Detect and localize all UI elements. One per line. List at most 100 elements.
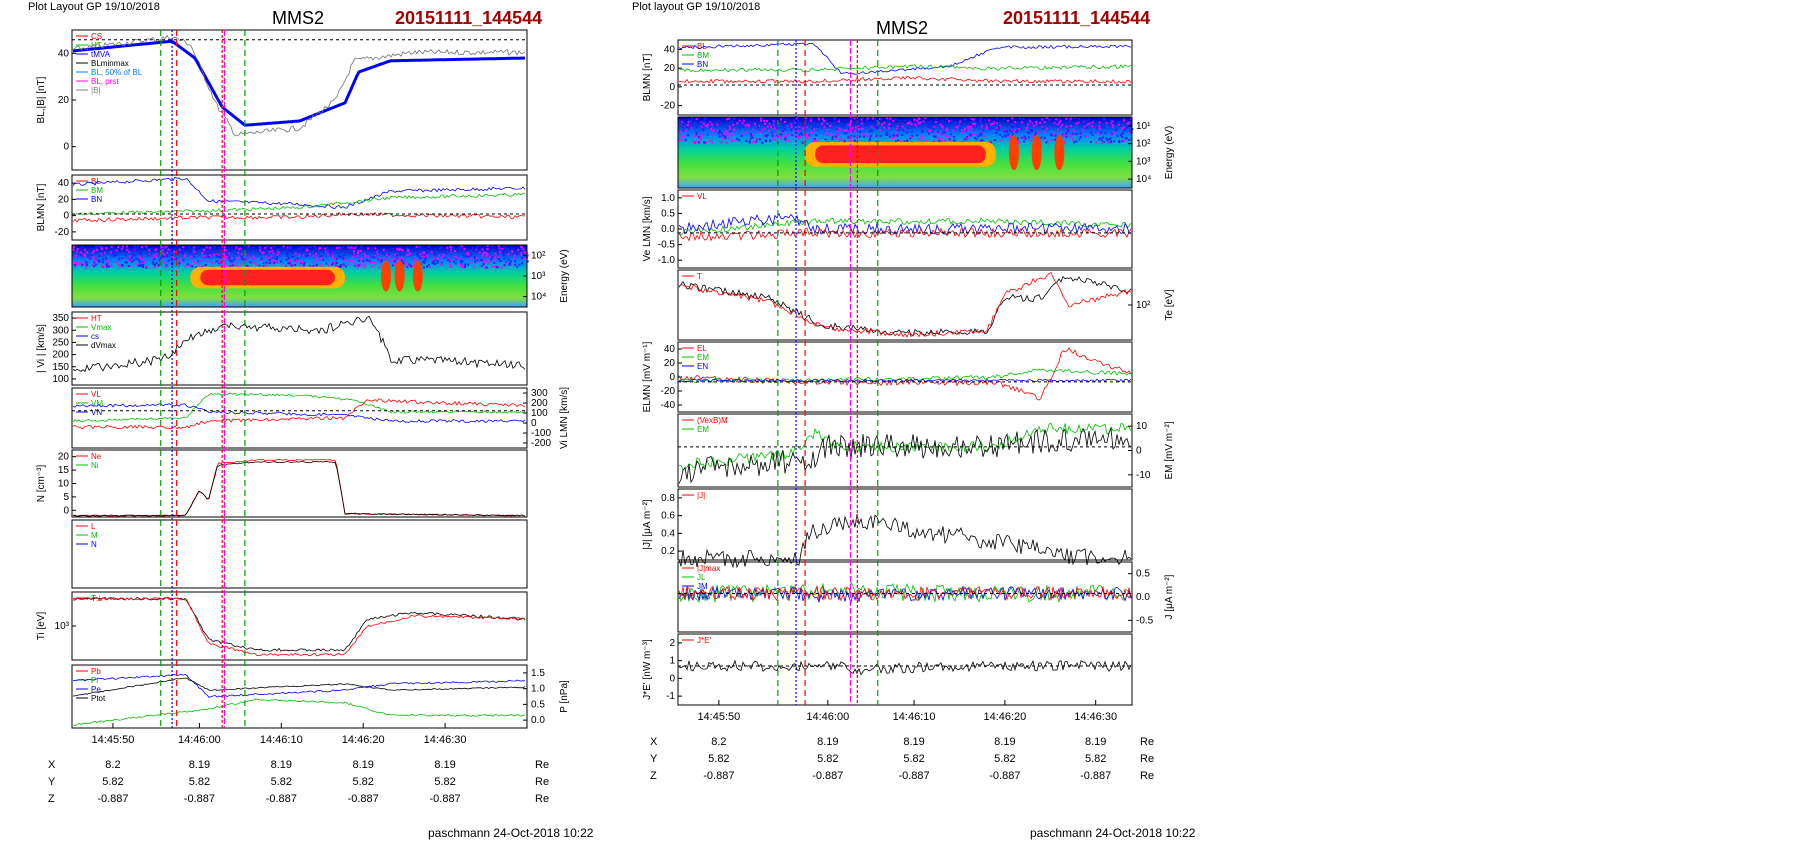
spectrogram-pixel (453, 260, 456, 263)
spectrogram-pixel (139, 265, 142, 268)
spectrogram-pixel (103, 264, 106, 267)
spectrogram-pixel (721, 136, 724, 139)
spectrogram-pixel (748, 140, 751, 143)
spectrogram-pixel (776, 126, 779, 129)
data-trace (72, 192, 526, 216)
spectrogram-pixel (726, 118, 729, 121)
y-axis-label: P [nPa] (559, 680, 570, 713)
spectrogram-pixel (1028, 131, 1031, 134)
spectrogram-pixel (181, 250, 184, 253)
spectrogram-pixel (240, 253, 243, 256)
spectrogram-pixel (285, 258, 288, 261)
spectrogram-pixel (106, 261, 109, 264)
spectrogram-pixel (357, 259, 360, 262)
spectrogram-pixel (364, 255, 367, 258)
spectrogram-pixel (909, 135, 912, 138)
spectrogram-pixel (688, 127, 691, 130)
spectrogram-pixel (449, 248, 452, 251)
spectrogram-pixel (896, 134, 899, 137)
data-trace (678, 64, 1132, 73)
spectrogram-pixel (446, 258, 449, 261)
spectrogram-pixel (1027, 118, 1030, 121)
spectrogram-pixel (306, 248, 309, 251)
spectrogram-pixel (1010, 130, 1013, 133)
spectrogram-pixel (975, 125, 978, 128)
left-spacecraft: MMS2 (272, 8, 325, 28)
spectrogram-pixel (171, 263, 174, 266)
data-trace (678, 347, 1132, 401)
orbit-value: 5.82 (271, 776, 292, 788)
spectrogram-pixel (1111, 132, 1114, 135)
spectrogram-pixel (352, 256, 355, 259)
spectrogram-pixel (1117, 123, 1120, 126)
spectrogram-pixel (859, 130, 862, 133)
spectrogram-pixel (440, 261, 443, 264)
spectrogram-pixel (204, 254, 207, 257)
spectrogram-pixel (767, 129, 770, 132)
spectrogram-pixel (1101, 136, 1104, 139)
spectrogram-pixel (224, 249, 227, 252)
spectrogram-pixel (155, 252, 158, 255)
spectrogram-pixel (349, 252, 352, 255)
spectrogram-pixel (934, 135, 937, 138)
spectrogram-pixel (732, 123, 735, 126)
spectrogram-pixel (784, 137, 787, 140)
spectrogram-pixel (1031, 122, 1034, 125)
spectrogram-pixel (959, 129, 962, 132)
spectrogram-pixel (928, 129, 931, 132)
y-tick-label: 10² (1136, 139, 1151, 150)
spectrogram-pixel (888, 122, 891, 125)
spectrogram-pixel (1069, 136, 1072, 139)
spectrogram-pixel (1054, 134, 1057, 137)
spectrogram-pixel (901, 125, 904, 128)
spectrogram-pixel (524, 257, 527, 260)
spectrogram-pixel (1118, 139, 1121, 142)
spectrogram-pixel (836, 130, 839, 133)
spectrogram-pixel (905, 131, 908, 134)
y-tick-label: 100 (52, 374, 69, 385)
spectrogram-pixel (806, 135, 809, 138)
spectrogram-pixel (383, 253, 386, 256)
spectrogram-pixel (978, 120, 981, 123)
legend-entry: EN (697, 362, 708, 371)
spectrogram-pixel (110, 252, 113, 255)
spectrogram-pixel (440, 263, 443, 266)
spectrogram-pixel (1012, 130, 1015, 133)
spectrogram-pixel (378, 266, 381, 269)
spectrogram-pixel (274, 257, 277, 260)
spectrogram-pixel (161, 255, 164, 258)
y-tick-label: 0 (63, 142, 69, 153)
spectrogram-pixel (831, 138, 834, 141)
spectrogram-pixel (988, 119, 991, 122)
spectrogram-pixel (945, 128, 948, 131)
spectrogram-pixel (314, 246, 317, 249)
spectrogram-pixel (362, 259, 365, 262)
spectrogram-pixel (692, 141, 695, 144)
spectrogram-pixel (491, 265, 494, 268)
spectrogram-pixel (260, 257, 263, 260)
spectrogram-pixel (215, 256, 218, 259)
spectrogram-pixel (169, 248, 172, 251)
spectrogram-pixel (476, 245, 479, 248)
spectrogram-pixel (330, 263, 333, 266)
spectrogram-pixel (773, 122, 776, 125)
spectrogram-pixel (500, 251, 503, 254)
spectrogram-pixel (917, 122, 920, 125)
spectrogram-pixel (227, 257, 230, 260)
spectrogram-pixel (316, 259, 319, 262)
spectrogram-pixel (981, 139, 984, 142)
spectrogram-pixel (703, 120, 706, 123)
spectrogram-pixel (449, 266, 452, 269)
panel-frame (677, 269, 1133, 341)
spectrogram-pixel (249, 261, 252, 264)
spectrogram-pixel (763, 119, 766, 122)
spectrogram-pixel (268, 251, 271, 254)
spectrogram-pixel (523, 251, 526, 254)
spectrogram-pixel (826, 125, 829, 128)
y-axis-label: Ti [eV] (36, 612, 47, 641)
spectrogram-pixel (929, 126, 932, 129)
y-tick-label: 0 (63, 505, 69, 516)
spectrogram-pixel (921, 129, 924, 132)
